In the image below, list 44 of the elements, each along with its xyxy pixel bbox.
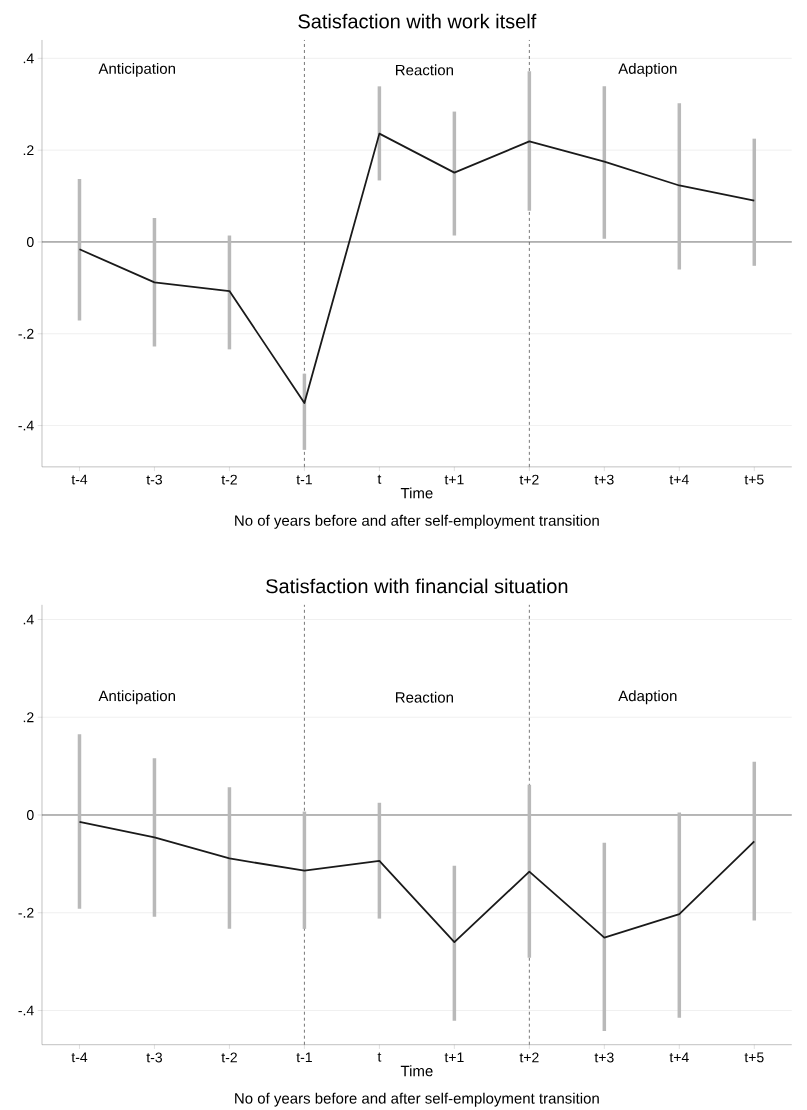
x-tick-label: t+3: [594, 1052, 614, 1063]
line-series: [78, 132, 756, 404]
y-tick-label: -.4: [18, 1005, 34, 1016]
x-tick-label: t+2: [519, 1052, 539, 1063]
x-tick-label: t+3: [594, 474, 614, 485]
x-tick-label: t-3: [146, 1052, 163, 1063]
x-tick-label: t+1: [444, 474, 464, 485]
annotation: Anticipation: [98, 62, 176, 77]
annotation: Reaction: [396, 691, 454, 703]
x-axis-title: Time: [400, 1065, 433, 1077]
y-tick-label: .2: [23, 712, 34, 723]
x-tick-label: t: [377, 474, 382, 484]
x-tick-label: t-2: [221, 1052, 238, 1063]
x-tick-label: t-1: [296, 1052, 313, 1063]
y-tick-label: 0: [27, 236, 34, 247]
annotation: Adaption: [618, 62, 677, 77]
text: No of years before and after self-employment transition: [235, 514, 599, 529]
x-tick-label: t-1: [296, 474, 313, 485]
y-tick-label: .4: [23, 53, 34, 64]
y-tick-label: -.4: [18, 420, 34, 431]
y-tick-label: -.2: [18, 907, 34, 918]
x-tick-label: t-2: [221, 474, 238, 485]
x-tick-label: t-4: [71, 474, 88, 485]
y-tick-label: .2: [23, 145, 34, 156]
x-tick-label: t+2: [519, 474, 539, 485]
x-tick-label: t-3: [146, 474, 163, 485]
x-axis-title: Time: [400, 487, 433, 499]
x-tick-label: t+5: [744, 1052, 764, 1063]
chart-title: Satisfaction with financial situation: [266, 578, 568, 594]
x-tick-label: t+4: [669, 474, 689, 485]
line-series: [78, 820, 756, 943]
y-tick-label: -.2: [18, 328, 34, 339]
x-tick-label: t+4: [669, 1052, 689, 1063]
text: No of years before and after self-employment transition: [235, 1092, 599, 1107]
x-tick-label: t+1: [444, 1052, 464, 1063]
annotation: Adaption: [618, 690, 677, 705]
annotation: Reaction: [396, 64, 454, 76]
x-tick-label: t: [377, 1052, 382, 1062]
x-tick-label: t+5: [744, 474, 764, 485]
chart-title: Satisfaction with work itself: [298, 13, 537, 29]
annotation: Anticipation: [98, 690, 176, 705]
y-tick-label: 0: [27, 810, 34, 820]
y-tick-label: .4: [23, 614, 34, 625]
x-tick-label: t-4: [71, 1052, 88, 1063]
